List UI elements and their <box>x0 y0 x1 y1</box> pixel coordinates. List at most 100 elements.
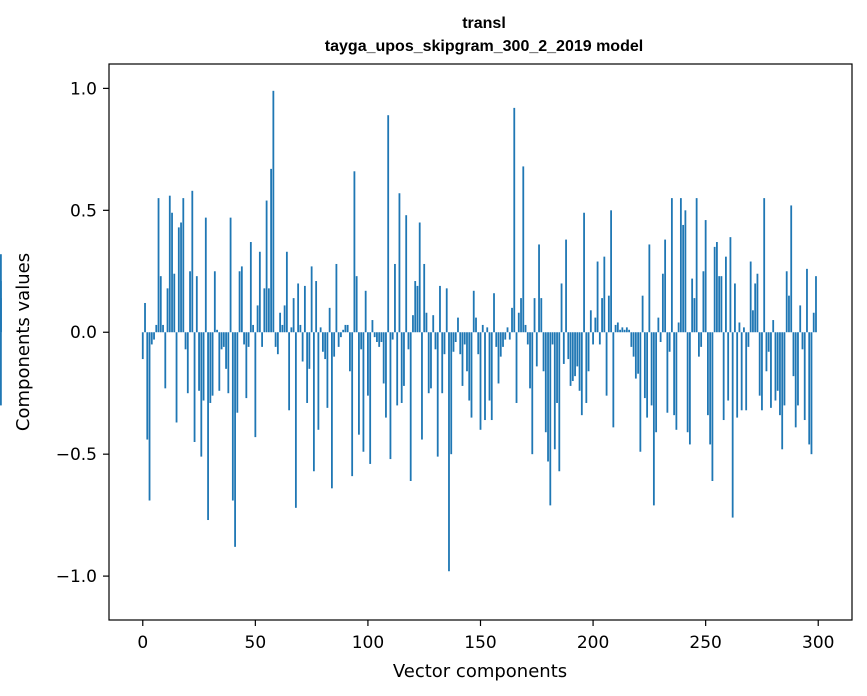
bar <box>344 324 347 333</box>
bar <box>425 312 428 333</box>
bar <box>815 276 817 333</box>
bar <box>558 332 561 472</box>
bar <box>324 332 327 360</box>
bar <box>711 332 714 481</box>
bar <box>614 324 617 333</box>
bar <box>693 298 696 333</box>
bar <box>601 298 603 333</box>
bar <box>619 329 621 333</box>
bar <box>171 212 173 333</box>
bar <box>794 332 797 428</box>
bar <box>168 195 171 333</box>
bar <box>362 332 365 452</box>
bar <box>310 266 313 333</box>
bar <box>702 271 705 333</box>
bar <box>416 285 419 333</box>
bar <box>596 261 599 333</box>
bar <box>353 171 356 333</box>
bar <box>560 283 563 333</box>
bar <box>578 332 581 391</box>
bar <box>342 329 345 333</box>
x-tick-label: 100 <box>352 633 384 653</box>
bar <box>301 332 304 362</box>
bar <box>688 332 691 445</box>
bar <box>466 332 468 372</box>
bar <box>774 332 777 401</box>
bar <box>673 332 676 416</box>
bar <box>378 332 381 347</box>
bar <box>650 332 653 406</box>
bar <box>594 317 597 333</box>
bar <box>454 332 457 342</box>
bar <box>432 315 435 333</box>
bar <box>659 332 662 342</box>
bar <box>315 281 318 333</box>
bar <box>799 305 802 333</box>
bar <box>704 220 707 333</box>
bar <box>373 332 376 338</box>
bar <box>700 332 703 347</box>
bar <box>236 332 239 413</box>
bar <box>785 271 788 333</box>
bar <box>198 332 200 391</box>
bar <box>533 298 536 333</box>
bar <box>175 332 178 423</box>
bar <box>200 332 203 457</box>
chart-title: transl <box>462 15 506 32</box>
bars-layer <box>0 90 817 572</box>
bar <box>146 332 149 440</box>
x-tick-label: 300 <box>802 633 834 653</box>
bar <box>682 224 685 333</box>
bar <box>191 190 194 333</box>
bar <box>641 295 644 333</box>
bar <box>761 332 763 411</box>
bar <box>355 276 358 333</box>
bar <box>216 329 218 333</box>
bar <box>698 332 700 357</box>
bar <box>587 332 590 372</box>
bar <box>666 332 669 413</box>
bar <box>758 332 761 396</box>
bar <box>740 332 743 411</box>
bar <box>405 215 408 333</box>
bar <box>538 244 540 333</box>
bar <box>679 198 682 333</box>
bar <box>540 298 543 333</box>
bar <box>770 332 772 408</box>
bar <box>144 302 146 333</box>
bar <box>470 332 473 418</box>
y-tick-label: 1.0 <box>70 79 97 99</box>
bar <box>414 281 417 333</box>
bar <box>333 332 336 357</box>
bar <box>340 332 342 338</box>
bar <box>448 332 450 572</box>
bar <box>231 332 234 501</box>
bar <box>256 305 259 333</box>
bar <box>495 332 498 347</box>
bar <box>351 332 354 477</box>
x-tick-label: 50 <box>245 633 267 653</box>
bar <box>391 332 394 340</box>
bar <box>637 332 640 374</box>
bar <box>394 263 396 333</box>
bar <box>531 332 534 455</box>
bar <box>551 332 554 345</box>
bar <box>459 332 462 355</box>
bar <box>580 332 583 416</box>
bar <box>182 198 185 333</box>
bar <box>430 332 432 389</box>
bar <box>418 222 421 333</box>
bar <box>421 332 423 440</box>
bar <box>562 332 565 364</box>
bar <box>439 285 441 333</box>
bar <box>481 324 484 333</box>
bar <box>157 198 160 333</box>
bar <box>752 310 754 333</box>
bar <box>513 107 516 333</box>
bar <box>335 263 338 333</box>
bar <box>436 332 439 457</box>
bar <box>452 332 455 352</box>
bar <box>153 332 155 340</box>
bar <box>267 288 270 333</box>
